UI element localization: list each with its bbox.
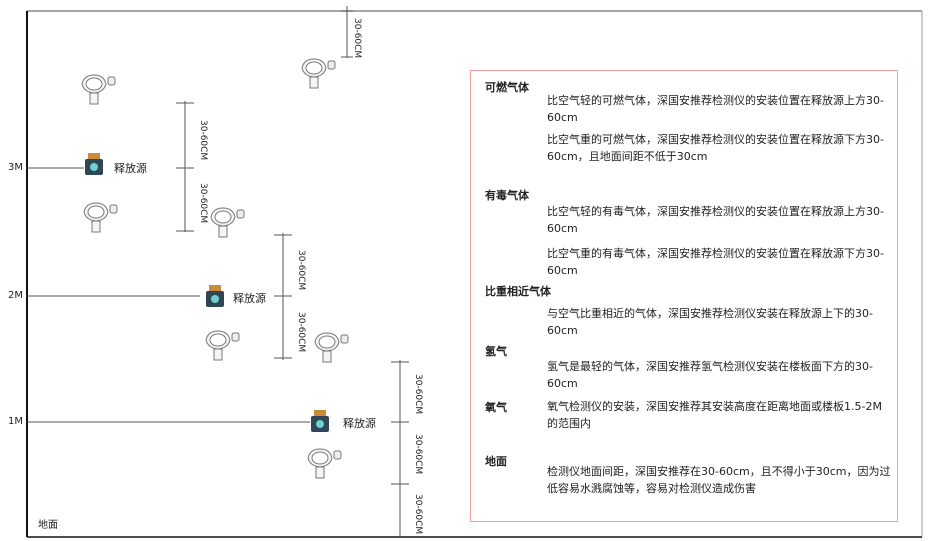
dimension-label: 30-60CM — [296, 250, 306, 291]
flammable-lighter-text: 比空气轻的可燃气体，深国安推荐检测仪的安装位置在释放源上方30-60cm — [547, 94, 884, 124]
release-source-label: 释放源 — [233, 292, 266, 305]
release-source-icon — [206, 285, 224, 307]
toxic-heading: 有毒气体 — [485, 189, 529, 202]
level-3m-label: 3M — [8, 162, 23, 173]
oxygen-heading: 氧气 — [485, 401, 507, 414]
dimension-label: 30-60CM — [352, 18, 362, 59]
level-1m-label: 1M — [8, 416, 23, 427]
dimension-lines — [176, 6, 409, 537]
hydrogen-text: 氢气是最轻的气体，深国安推荐氢气检测仪安装在楼板面下方的30-60cm — [547, 360, 873, 390]
gas-detector-icon — [205, 330, 240, 361]
dimension-label: 30-60CM — [413, 494, 423, 535]
toxic-heavier-text: 比空气重的有毒气体，深国安推荐检测仪的安装位置在释放源下方30-60cm — [547, 247, 884, 277]
hydrogen-heading: 氢气 — [485, 345, 507, 358]
release-source-icon — [311, 410, 329, 432]
release-source-label: 释放源 — [343, 417, 376, 430]
ground-heading: 地面 — [485, 455, 507, 468]
gas-detector-icon — [314, 332, 349, 363]
flammable-heading: 可燃气体 — [485, 81, 529, 94]
gas-detector-icon — [81, 74, 116, 105]
dimension-label: 30-60CM — [413, 434, 423, 475]
similar-heading: 比重相近气体 — [485, 285, 551, 298]
dimension-label: 30-60CM — [296, 312, 306, 353]
installation-guide-panel: 可燃气体 比空气轻的可燃气体，深国安推荐检测仪的安装位置在释放源上方30-60c… — [470, 70, 898, 522]
ground-label: 地面 — [38, 520, 58, 531]
oxygen-text: 氧气检测仪的安装，深国安推荐其安装高度在距离地面或楼板1.5-2M的范围内 — [547, 400, 882, 430]
flammable-heavier-text: 比空气重的可燃气体，深国安推荐检测仪的安装位置在释放源下方30-60cm，且地面… — [547, 133, 884, 163]
release-source-icon — [85, 153, 103, 175]
dimension-label: 30-60CM — [413, 374, 423, 415]
gas-detector-icon — [307, 448, 342, 479]
toxic-lighter-text: 比空气轻的有毒气体，深国安推荐检测仪的安装位置在释放源上方30-60cm — [547, 205, 884, 235]
similar-text: 与空气比重相近的气体，深国安推荐检测仪安装在释放源上下的30-60cm — [547, 307, 873, 337]
gas-detector-icon — [210, 207, 245, 238]
release-source-label: 释放源 — [114, 162, 147, 175]
dimension-label: 30-60CM — [198, 120, 208, 161]
gas-detector-icon — [83, 202, 118, 233]
level-2m-label: 2M — [8, 290, 23, 301]
gas-detector-icon — [301, 58, 336, 89]
ground-text: 检测仪地面间距，深国安推荐在30-60cm，且不得小于30cm，因为过低容易水溅… — [547, 465, 891, 495]
